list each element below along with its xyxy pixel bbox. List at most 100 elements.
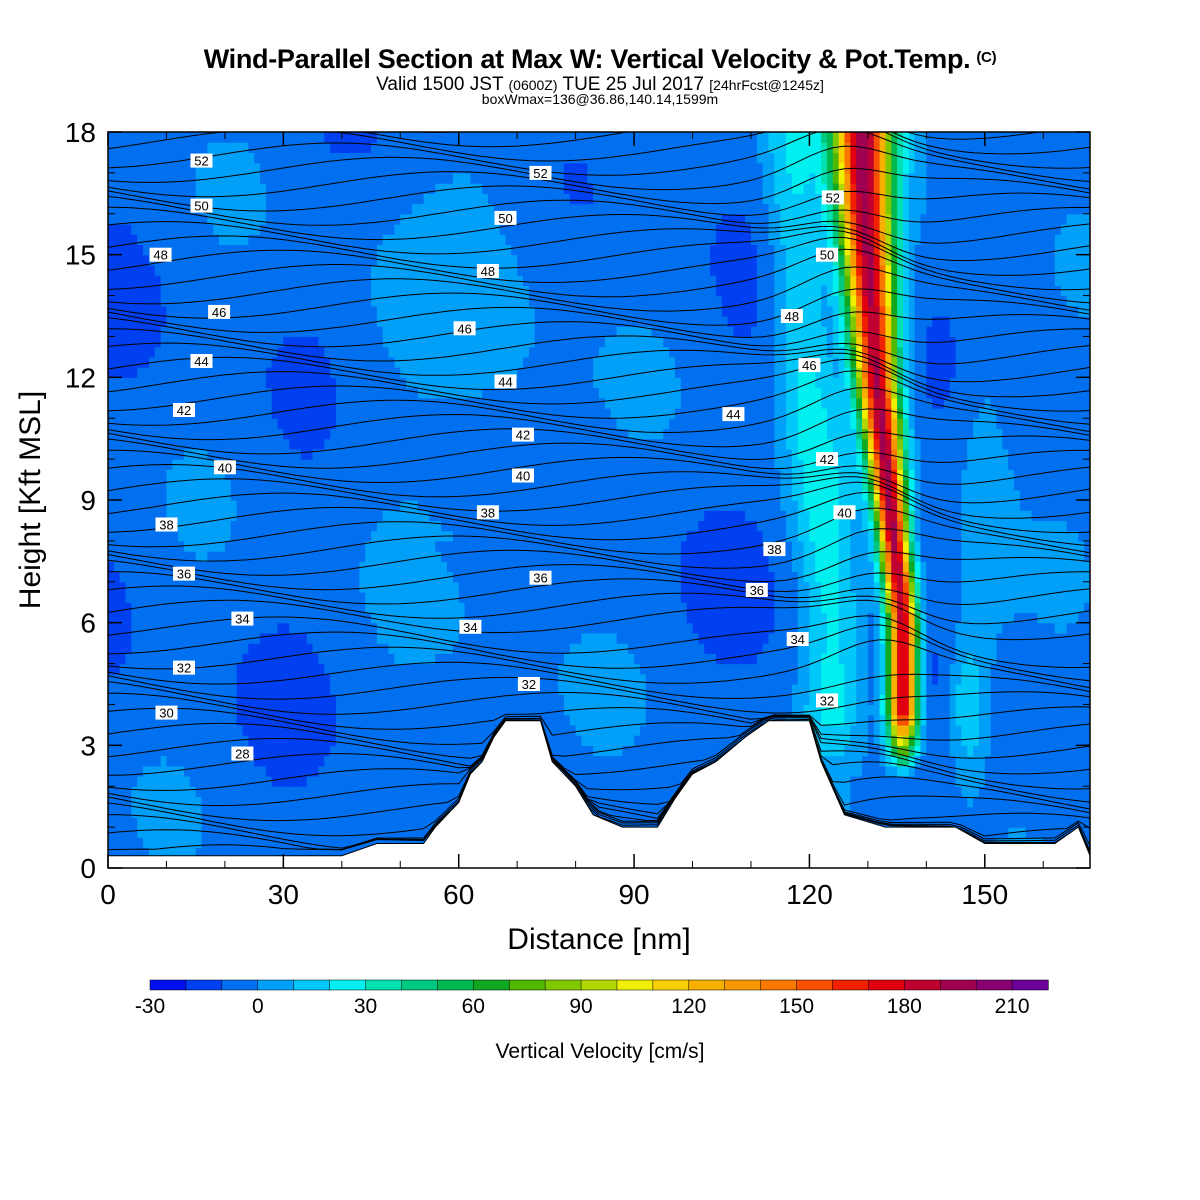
field-cell bbox=[289, 602, 296, 614]
field-cell bbox=[599, 714, 606, 726]
field-cell bbox=[376, 592, 384, 603]
field-cell bbox=[885, 776, 892, 787]
field-cell bbox=[242, 806, 249, 818]
field-cell bbox=[189, 786, 197, 798]
field-cell bbox=[429, 694, 436, 706]
field-cell bbox=[622, 571, 629, 583]
field-cell bbox=[949, 776, 957, 787]
field-cell bbox=[1078, 806, 1085, 818]
field-cell bbox=[341, 714, 349, 726]
field-cell bbox=[733, 735, 740, 746]
field-cell bbox=[610, 602, 618, 614]
field-cell bbox=[388, 735, 396, 746]
field-cell bbox=[394, 796, 401, 808]
field-cell bbox=[943, 653, 951, 665]
field-cell bbox=[1066, 806, 1074, 818]
field-cell bbox=[961, 816, 968, 828]
field-cell bbox=[657, 612, 664, 624]
field-cell bbox=[669, 745, 676, 757]
field-cell bbox=[371, 571, 378, 583]
field-cell bbox=[1066, 622, 1074, 634]
field-cell bbox=[259, 561, 267, 573]
field-cell bbox=[137, 663, 144, 675]
field-cell bbox=[236, 602, 244, 614]
field-cell bbox=[382, 612, 390, 624]
field-cell bbox=[400, 612, 407, 624]
field-cell bbox=[213, 724, 220, 736]
field-cell bbox=[599, 592, 606, 603]
field-cell bbox=[902, 602, 910, 614]
field-cell bbox=[540, 653, 547, 665]
field-cell bbox=[610, 745, 618, 757]
field-cell bbox=[224, 827, 232, 838]
field-cell bbox=[996, 592, 1003, 603]
field-cell bbox=[581, 612, 588, 624]
field-cell bbox=[487, 602, 495, 614]
field-cell bbox=[178, 673, 185, 685]
field-cell bbox=[148, 806, 156, 818]
field-cell bbox=[330, 571, 337, 583]
field-cell bbox=[487, 571, 495, 583]
field-cell bbox=[552, 694, 559, 706]
field-cell bbox=[967, 827, 974, 838]
field-cell bbox=[680, 694, 688, 706]
field-cell bbox=[850, 776, 857, 787]
field-cell bbox=[277, 714, 284, 726]
forecast-info: [24hrFcst@1245z] bbox=[709, 77, 824, 93]
field-cell bbox=[575, 684, 583, 695]
field-cell bbox=[1014, 724, 1021, 736]
field-cell bbox=[856, 765, 863, 777]
field-cell bbox=[219, 724, 226, 736]
field-cell bbox=[891, 755, 898, 767]
field-cell bbox=[1014, 765, 1021, 777]
field-cell bbox=[388, 663, 396, 675]
field-cell bbox=[990, 765, 998, 777]
field-cell bbox=[394, 643, 401, 654]
field-cell bbox=[692, 735, 699, 746]
field-cell bbox=[610, 806, 618, 818]
field-cell bbox=[686, 592, 694, 603]
field-cell bbox=[452, 704, 460, 716]
field-cell bbox=[406, 735, 413, 746]
field-cell bbox=[242, 847, 249, 859]
field-cell bbox=[248, 735, 255, 746]
field-cell bbox=[423, 755, 431, 767]
field-cell bbox=[867, 806, 875, 818]
field-cell bbox=[990, 724, 998, 736]
field-cell bbox=[318, 724, 325, 736]
field-cell bbox=[932, 786, 939, 798]
field-cell bbox=[932, 796, 939, 808]
field-cell bbox=[178, 776, 185, 787]
field-cell bbox=[674, 643, 682, 654]
field-cell bbox=[938, 673, 945, 685]
field-cell bbox=[885, 571, 892, 583]
field-cell bbox=[1037, 602, 1044, 614]
field-cell bbox=[803, 653, 811, 665]
field-cell bbox=[984, 724, 992, 736]
field-cell bbox=[289, 745, 296, 757]
field-cell bbox=[143, 561, 150, 573]
field-cell bbox=[996, 714, 1003, 726]
field-cell bbox=[108, 643, 115, 654]
field-cell bbox=[499, 632, 507, 644]
field-cell bbox=[710, 735, 717, 746]
field-cell bbox=[224, 643, 232, 654]
field-cell bbox=[850, 765, 857, 777]
field-cell bbox=[1043, 796, 1050, 808]
field-cell bbox=[353, 612, 360, 624]
field-cell bbox=[745, 561, 752, 573]
field-cell bbox=[815, 714, 822, 726]
field-cell bbox=[400, 602, 407, 614]
field-cell bbox=[581, 653, 588, 665]
field-cell bbox=[1025, 735, 1033, 746]
field-cell bbox=[230, 602, 238, 614]
field-cell bbox=[113, 837, 121, 849]
field-cell bbox=[347, 816, 355, 828]
field-cell bbox=[569, 612, 577, 624]
field-cell bbox=[371, 684, 378, 695]
field-cell bbox=[195, 745, 203, 757]
field-cell bbox=[739, 663, 746, 675]
field-cell bbox=[406, 632, 413, 644]
field-cell bbox=[908, 632, 916, 644]
field-cell bbox=[300, 673, 308, 685]
